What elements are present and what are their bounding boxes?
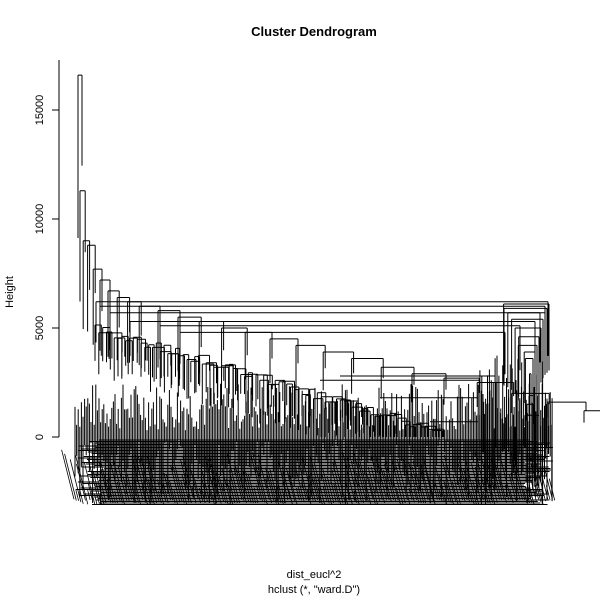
y-ticks: 0 5000 10000 15000 bbox=[34, 95, 59, 440]
main-cascade bbox=[77, 74, 600, 423]
staircase-merges bbox=[94, 324, 444, 437]
dendrogram-tree bbox=[74, 74, 600, 505]
y-tick-label: 15000 bbox=[34, 95, 46, 126]
x-axis-label: dist_eucl^2 bbox=[287, 569, 342, 581]
y-axis: 0 5000 10000 15000 bbox=[34, 60, 60, 440]
leaf-labels bbox=[61, 449, 556, 506]
chart-title: Cluster Dendrogram bbox=[251, 24, 377, 39]
y-tick-label: 10000 bbox=[34, 204, 46, 235]
right-cluster bbox=[477, 303, 553, 505]
mid-merges bbox=[320, 375, 495, 423]
leaf-label-marks bbox=[61, 449, 556, 506]
x-axis-sublabel: hclust (*, "ward.D") bbox=[268, 584, 360, 596]
y-tick-label: 5000 bbox=[34, 316, 46, 340]
y-tick-label: 0 bbox=[34, 434, 46, 440]
y-axis-label: Height bbox=[4, 276, 16, 308]
